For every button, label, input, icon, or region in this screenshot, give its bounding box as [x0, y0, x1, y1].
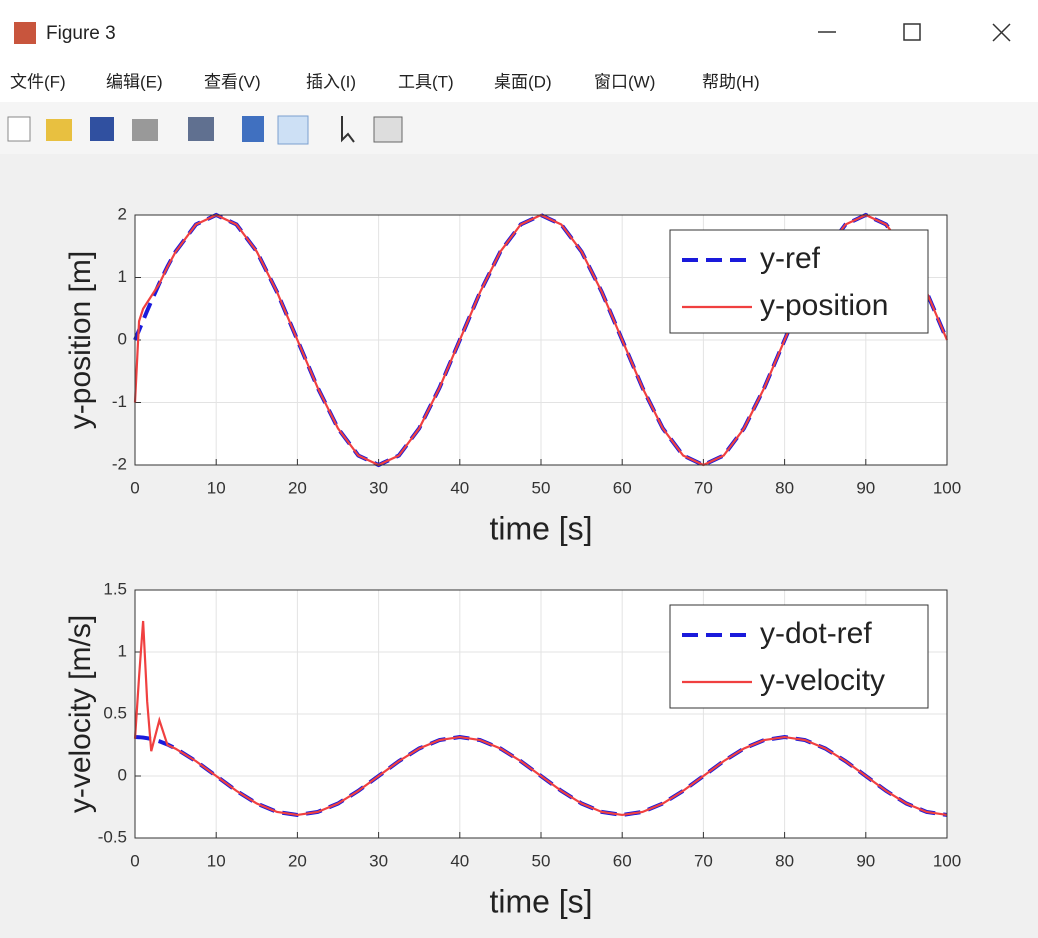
y-tick-label: 2: [118, 204, 127, 223]
menu-item[interactable]: 窗口(W): [594, 72, 655, 91]
x-tick-label: 90: [856, 478, 875, 497]
close-button[interactable]: [992, 23, 1011, 42]
export-icon[interactable]: [188, 117, 214, 141]
x-tick-label: 60: [613, 851, 632, 870]
y-tick-label: 0: [118, 765, 127, 784]
x-tick-label: 70: [694, 478, 713, 497]
x-tick-label: 100: [933, 478, 961, 497]
x-tick-label: 30: [369, 478, 388, 497]
x-tick-label: 70: [694, 851, 713, 870]
menu-bar: [0, 62, 1038, 102]
y-tick-label: 1.5: [103, 579, 127, 598]
print-icon[interactable]: [132, 119, 158, 141]
menu-item[interactable]: 插入(I): [306, 72, 356, 91]
title-bar: [0, 0, 1038, 62]
data-line: [133, 620, 948, 817]
x-tick-label: 80: [775, 851, 794, 870]
y-tick-label: 1: [118, 641, 127, 660]
menu-item[interactable]: 帮助(H): [702, 72, 760, 91]
legend-label: y-ref: [760, 242, 821, 275]
x-tick-label: 60: [613, 478, 632, 497]
x-axis-label: time [s]: [489, 883, 592, 919]
app-icon: [14, 22, 36, 44]
x-tick-label: 100: [933, 851, 961, 870]
legend-label: y-dot-ref: [760, 617, 872, 650]
menu: 文件(F) 编辑(E) 查看(V) 插入(I) 工具(T) 桌面(D) 窗口(W) 帮助(H): [10, 72, 760, 91]
y-tick-label: -0.5: [98, 827, 127, 846]
x-tick-label: 0: [130, 478, 139, 497]
legend: y-ref y-position: [669, 229, 929, 334]
x-tick-label: 10: [207, 478, 226, 497]
axes-frame: [134, 589, 948, 839]
legend-icon[interactable]: [277, 115, 309, 145]
legend-label: y-velocity: [760, 664, 885, 697]
x-tick-label: 80: [775, 478, 794, 497]
toolbar-icons: [7, 115, 403, 145]
property-icon[interactable]: [373, 116, 403, 143]
x-tick-label: 90: [856, 851, 875, 870]
dock-icon[interactable]: [242, 116, 264, 142]
x-tick-label: 40: [450, 851, 469, 870]
y-tick-label: -2: [112, 454, 127, 473]
legend-box: [669, 604, 929, 709]
x-tick-label: 20: [288, 478, 307, 497]
window-title: Figure 3: [46, 23, 116, 44]
y-axis-label: y-velocity [m/s]: [64, 615, 97, 813]
menu-item[interactable]: 工具(T): [398, 72, 454, 91]
save-icon[interactable]: [90, 117, 114, 141]
x-tick-label: 50: [532, 851, 551, 870]
x-tick-label: 0: [130, 851, 139, 870]
menu-item[interactable]: 桌面(D): [494, 72, 552, 91]
x-tick-label: 20: [288, 851, 307, 870]
legend: y-dot-ref y-velocity: [669, 604, 929, 709]
y-axis-label: y-position [m]: [64, 251, 97, 429]
y-tick-label: 1: [118, 267, 127, 286]
x-tick-label: 40: [450, 478, 469, 497]
legend-label: y-position: [760, 289, 888, 322]
y-tick-label: 0.5: [103, 703, 127, 722]
pointer-icon[interactable]: [341, 116, 355, 143]
maximize-button[interactable]: [903, 23, 921, 41]
legend-box: [669, 229, 929, 334]
x-tick-label: 30: [369, 851, 388, 870]
menu-item[interactable]: 查看(V): [204, 72, 261, 91]
x-tick-label: 10: [207, 851, 226, 870]
menu-item[interactable]: 文件(F): [10, 72, 66, 91]
x-tick-label: 50: [532, 478, 551, 497]
new-icon[interactable]: [7, 116, 31, 142]
menu-item[interactable]: 编辑(E): [106, 72, 163, 91]
y-tick-label: 0: [118, 329, 127, 348]
axes-frame: [134, 214, 948, 466]
y-tick-label: -1: [112, 392, 127, 411]
toolbar: [0, 102, 1038, 154]
x-axis-label: time [s]: [489, 510, 592, 546]
open-icon[interactable]: [46, 119, 72, 141]
